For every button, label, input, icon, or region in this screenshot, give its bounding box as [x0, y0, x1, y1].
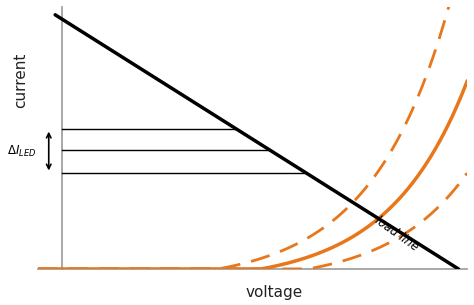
Text: $\Delta I_{LED}$: $\Delta I_{LED}$: [7, 144, 36, 159]
Text: voltage: voltage: [246, 285, 302, 300]
Text: current: current: [13, 53, 28, 108]
Text: load line: load line: [373, 214, 421, 253]
